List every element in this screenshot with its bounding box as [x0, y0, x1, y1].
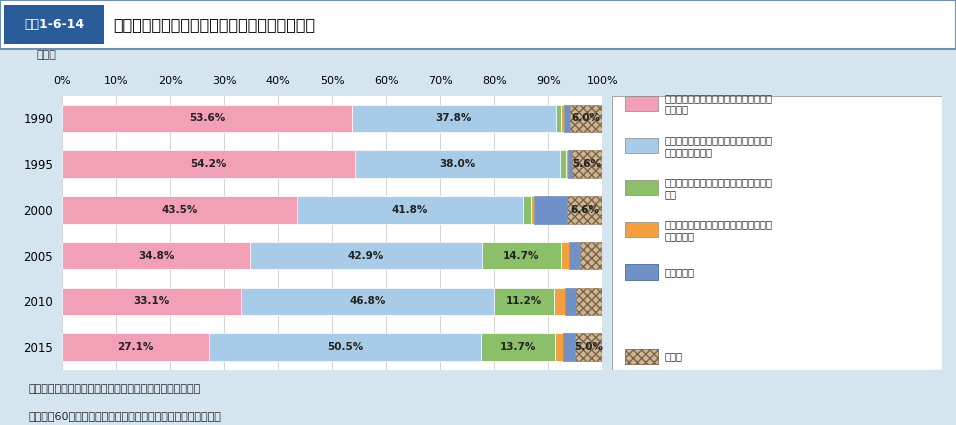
Bar — [241, 288, 493, 315]
Bar — [4, 5, 104, 44]
Bar — [570, 105, 602, 132]
Bar — [570, 242, 580, 269]
Bar — [576, 333, 602, 360]
Text: 子供や孫とは、いつも一緒に生活できる
のがよい: 子供や孫とは、いつも一緒に生活できる のがよい — [664, 93, 772, 115]
Bar — [576, 333, 602, 360]
Text: 27.1%: 27.1% — [118, 342, 154, 352]
Text: 子どもや孫とのつきあい方にかかる意識の推移: 子どもや孫とのつきあい方にかかる意識の推移 — [113, 17, 315, 32]
Bar — [567, 196, 602, 224]
Bar — [523, 196, 531, 224]
Text: 54.2%: 54.2% — [190, 159, 227, 169]
Text: 図表1-6-14: 図表1-6-14 — [24, 18, 84, 31]
Bar — [625, 264, 658, 280]
Bar — [482, 242, 561, 269]
Bar — [566, 150, 568, 178]
Text: 46.8%: 46.8% — [349, 296, 385, 306]
Text: 子供や孫とは、全くつき合わずに生活す
るのがよい: 子供や孫とは、全くつき合わずに生活す るのがよい — [664, 219, 772, 241]
Bar — [565, 288, 576, 315]
Bar — [625, 348, 658, 363]
Bar — [62, 105, 352, 132]
Text: 38.0%: 38.0% — [440, 159, 476, 169]
Bar — [572, 150, 602, 178]
Bar — [568, 150, 572, 178]
Bar — [576, 288, 602, 315]
Bar — [572, 150, 602, 178]
Bar — [625, 96, 658, 111]
Text: 41.8%: 41.8% — [392, 205, 428, 215]
Bar — [62, 196, 297, 224]
Bar — [493, 288, 554, 315]
Bar — [576, 288, 602, 315]
Bar — [625, 348, 658, 363]
Bar — [570, 105, 602, 132]
Bar — [565, 288, 576, 315]
Text: 資料：内閣府「高齢者の生活意識に関する国際比較調査」: 資料：内閣府「高齢者の生活意識に関する国際比較調査」 — [29, 383, 201, 394]
Text: 6.0%: 6.0% — [572, 113, 600, 124]
Bar — [481, 333, 555, 360]
Bar — [560, 150, 566, 178]
Bar — [561, 105, 564, 132]
Text: 43.5%: 43.5% — [162, 205, 198, 215]
Text: 34.8%: 34.8% — [138, 250, 174, 261]
Bar — [580, 242, 602, 269]
Text: （年）: （年） — [37, 50, 56, 60]
Text: 42.9%: 42.9% — [348, 250, 384, 261]
Bar — [297, 196, 523, 224]
Bar — [62, 288, 241, 315]
Text: 無回答: 無回答 — [664, 351, 683, 361]
Bar — [554, 288, 565, 315]
Bar — [563, 333, 576, 360]
Text: 13.7%: 13.7% — [500, 342, 536, 352]
Bar — [625, 264, 658, 280]
Bar — [62, 150, 355, 178]
Text: わからない: わからない — [664, 267, 695, 277]
Text: 5.0%: 5.0% — [575, 342, 603, 352]
Bar — [625, 139, 658, 153]
Bar — [62, 242, 250, 269]
Text: （注）　60歳以上の男女個人に対するアンケート調査である。: （注） 60歳以上の男女個人に対するアンケート調査である。 — [29, 411, 222, 421]
Text: 33.1%: 33.1% — [134, 296, 169, 306]
Text: 50.5%: 50.5% — [327, 342, 363, 352]
Bar — [563, 333, 576, 360]
Bar — [561, 242, 570, 269]
Bar — [250, 242, 482, 269]
Text: 37.8%: 37.8% — [436, 113, 472, 124]
Bar — [580, 242, 602, 269]
Text: 子供や孫とは、たまに会話をする程度で
よい: 子供や孫とは、たまに会話をする程度で よい — [664, 177, 772, 199]
Bar — [564, 105, 570, 132]
Bar — [568, 150, 572, 178]
Bar — [531, 196, 533, 224]
Text: 53.6%: 53.6% — [188, 113, 225, 124]
Bar — [533, 196, 567, 224]
Bar — [352, 105, 555, 132]
Bar — [555, 105, 561, 132]
Bar — [625, 222, 658, 238]
Bar — [570, 242, 580, 269]
Bar — [355, 150, 560, 178]
Text: 6.6%: 6.6% — [570, 205, 599, 215]
Bar — [62, 333, 208, 360]
Text: 11.2%: 11.2% — [506, 296, 542, 306]
Bar — [564, 105, 570, 132]
Bar — [208, 333, 481, 360]
Text: 14.7%: 14.7% — [503, 250, 540, 261]
Bar — [567, 196, 602, 224]
Bar — [555, 333, 563, 360]
Bar — [533, 196, 567, 224]
Text: 子供や孫とは、ときどき会って食事や会
話をするのがよい: 子供や孫とは、ときどき会って食事や会 話をするのがよい — [664, 135, 772, 157]
Bar — [625, 180, 658, 196]
Text: 5.6%: 5.6% — [573, 159, 601, 169]
